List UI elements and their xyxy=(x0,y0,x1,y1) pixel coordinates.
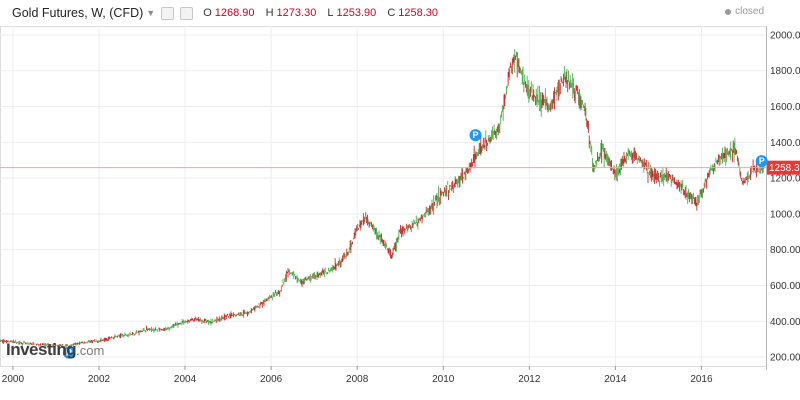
chart-header: Gold Futures, W, (CFD) ▼ O 1268.90 H 1273.… xyxy=(0,0,760,26)
watermark-suffix: .com xyxy=(76,343,105,358)
market-status: closed xyxy=(725,6,764,17)
pivot-marker-label: P xyxy=(759,156,765,166)
x-tick-label: 2002 xyxy=(88,374,111,385)
instrument-title[interactable]: Gold Futures, W, (CFD) xyxy=(12,6,144,20)
y-tick-label: 1800.00 xyxy=(770,66,800,77)
high-key: H xyxy=(265,7,274,19)
watermark-brand: Investing xyxy=(6,340,77,359)
y-tick-label: 200.00 xyxy=(770,353,800,364)
market-status-text: closed xyxy=(735,6,764,17)
y-tick-label: 800.00 xyxy=(770,245,800,256)
plot-area xyxy=(0,26,767,367)
ohlc-readout: O 1268.90 H 1273.30 L 1253.90 C 1258.30 xyxy=(203,7,446,19)
y-tick-label: 1400.00 xyxy=(770,138,800,149)
x-tick-label: 2006 xyxy=(260,374,283,385)
price-bars-group xyxy=(0,48,765,348)
chevron-down-icon[interactable]: ▼ xyxy=(146,8,156,18)
x-tick-label: 2000 xyxy=(2,374,25,385)
y-tick-label: 1200.00 xyxy=(770,174,800,185)
open-value: 1268.90 xyxy=(214,7,255,19)
close-value: 1258.30 xyxy=(398,7,439,19)
pivot-marker[interactable] xyxy=(469,129,482,142)
last-price-label-bg xyxy=(767,160,800,175)
pivot-marker[interactable] xyxy=(62,346,75,359)
y-tick-label: 1000.00 xyxy=(770,209,800,220)
low-value: 1253.90 xyxy=(336,7,377,19)
settings-icon[interactable] xyxy=(161,6,175,20)
investing-watermark-logo: Investing.com xyxy=(6,340,104,360)
x-tick-label: 2008 xyxy=(346,374,369,385)
high-value: 1273.30 xyxy=(276,7,317,19)
y-tick-label: 600.00 xyxy=(770,281,800,292)
x-tick-label: 2014 xyxy=(604,374,627,385)
x-tick-label: 2012 xyxy=(518,374,541,385)
pivot-marker-label: P xyxy=(66,348,72,358)
status-dot-icon xyxy=(725,8,732,15)
pivot-marker[interactable] xyxy=(755,155,768,168)
close-key: C xyxy=(387,7,396,19)
y-tick-label: 2000.00 xyxy=(770,30,800,41)
x-tick-label: 2010 xyxy=(432,374,455,385)
low-key: L xyxy=(327,7,334,19)
open-key: O xyxy=(203,7,212,19)
y-tick-label: 400.00 xyxy=(770,317,800,328)
x-tick-label: 2016 xyxy=(690,374,713,385)
pivot-marker-label: P xyxy=(473,130,479,140)
y-tick-label: 1600.00 xyxy=(770,102,800,113)
x-tick-label: 2004 xyxy=(174,374,197,385)
last-price-label: 1258.30 xyxy=(769,163,800,174)
compare-icon[interactable] xyxy=(180,6,194,20)
